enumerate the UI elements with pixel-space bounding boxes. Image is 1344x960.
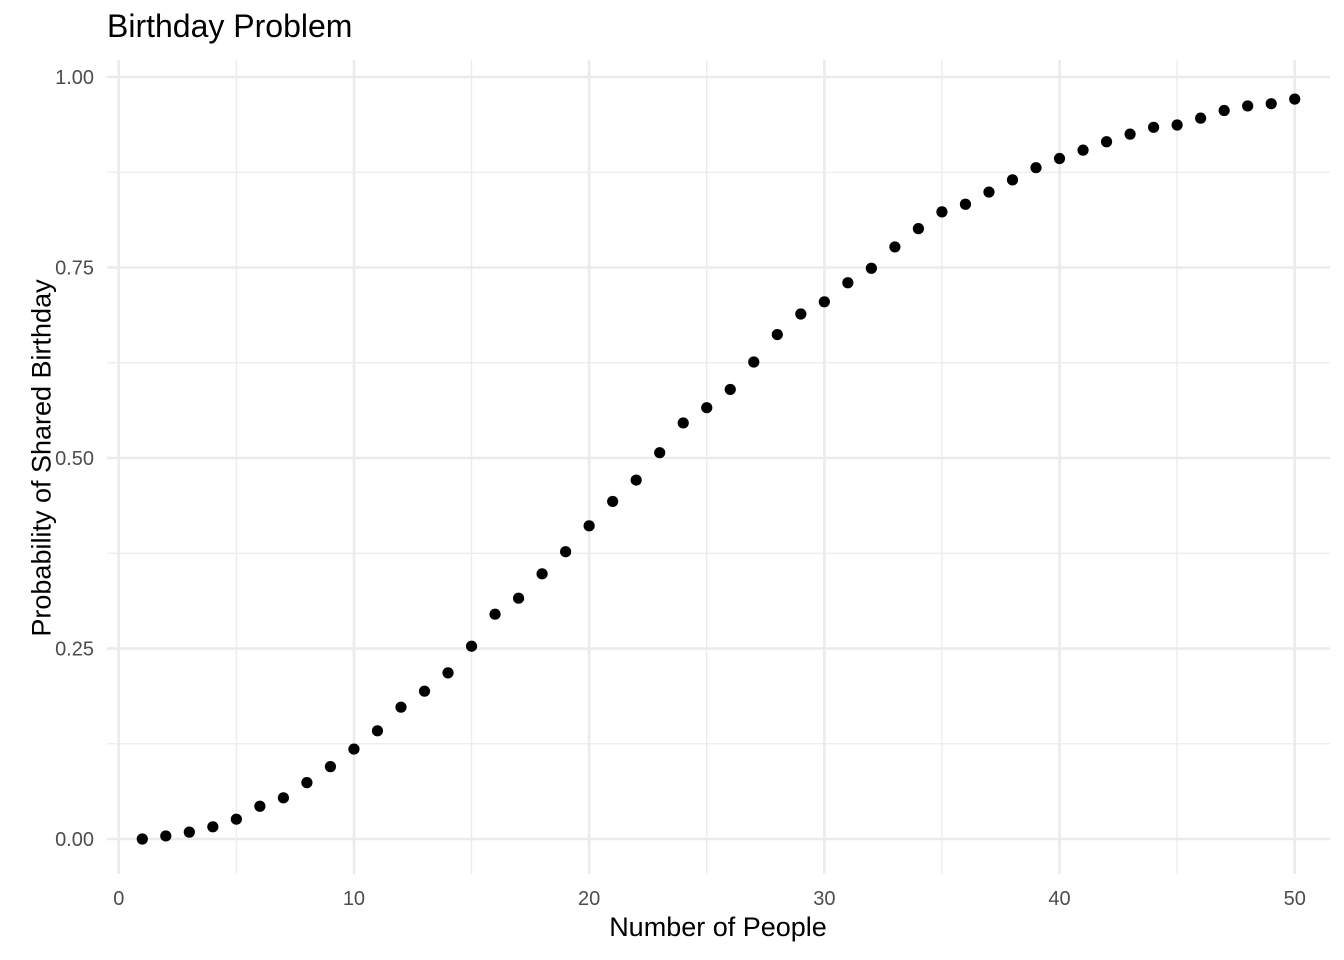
data-point [160,830,172,842]
data-point [1100,136,1113,148]
x-tick-label: 30 [813,888,835,910]
data-point [630,474,642,486]
y-tick-label: 0.50 [55,448,94,470]
data-point [465,640,478,652]
data-point [1077,144,1089,156]
x-tick-label: 50 [1284,888,1306,910]
data-point [207,821,219,833]
data-point [1289,93,1301,105]
data-point [1006,174,1019,186]
data-point [889,241,901,253]
data-point [771,328,783,341]
x-axis-label: Number of People [609,912,827,942]
data-point [1218,104,1230,117]
y-tick-label: 0.25 [55,639,94,661]
data-point [489,608,501,620]
data-point [371,725,384,737]
data-point [1030,162,1042,174]
y-tick-label: 0.75 [55,258,94,280]
data-point [842,277,854,289]
x-tick-label: 0 [113,888,124,910]
data-point [1124,128,1136,140]
data-point [818,296,830,308]
data-point [983,186,995,198]
x-tick-label: 10 [343,888,365,910]
data-point [277,792,289,804]
data-point [1148,121,1160,133]
data-point [536,568,548,580]
data-point [654,447,666,459]
data-point [324,761,337,773]
data-point [701,402,713,414]
data-point [348,743,360,755]
data-point [865,262,877,274]
data-point [936,206,948,218]
x-axis-ticks: 0 10 20 30 40 50 [113,888,1306,910]
data-point [724,383,736,396]
y-axis-ticks: 0.00 0.25 0.50 0.75 1.00 [55,67,94,851]
data-point [959,198,972,210]
x-tick-label: 20 [578,888,600,910]
data-point [677,417,689,429]
x-tick-label: 40 [1048,888,1070,910]
y-tick-label: 1.00 [55,67,94,89]
data-point [254,800,266,812]
y-tick-label: 0.00 [55,829,94,851]
data-point [1265,98,1277,110]
data-point [1195,112,1207,124]
data-point [795,308,807,320]
data-point [230,813,242,825]
data-point [442,667,454,679]
data-point [912,223,925,235]
data-point [748,356,760,368]
data-point [1171,119,1183,131]
data-point [1242,100,1254,112]
major-gridlines [107,60,1330,874]
minor-gridlines [107,60,1330,874]
data-point [512,592,525,604]
data-points [136,93,1301,845]
data-point [560,546,572,558]
data-point [1053,152,1066,165]
data-point [607,495,619,508]
data-point [183,826,195,838]
data-point [395,701,407,713]
data-point [301,777,313,789]
data-point [136,833,148,845]
y-axis-label: Probability of Shared Birthday [26,279,57,637]
chart-title: Birthday Problem [107,8,353,44]
data-point [418,685,431,697]
data-point [583,520,595,532]
